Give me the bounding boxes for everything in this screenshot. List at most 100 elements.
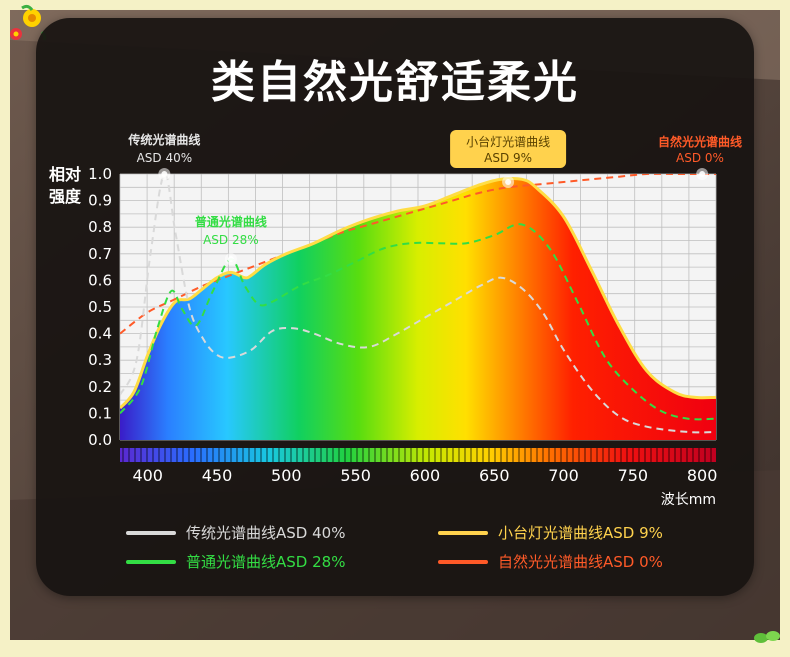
- wavelength-bar-segment: [632, 448, 634, 462]
- wavelength-bar-segment: [710, 448, 712, 462]
- y-tick-label: 0.0: [88, 431, 112, 449]
- wavelength-bar-segment: [506, 448, 508, 462]
- x-tick-label: 600: [410, 466, 441, 485]
- y-axis-title-line2: 强度: [49, 187, 82, 206]
- wavelength-bar-segment: [302, 448, 304, 462]
- wavelength-bar-segment: [134, 448, 136, 462]
- wavelength-bar-segment: [248, 448, 250, 462]
- wavelength-bar-segment: [584, 448, 586, 462]
- wavelength-bar-segment: [140, 448, 142, 462]
- wavelength-bar-segment: [404, 448, 406, 462]
- peak-marker-dot-traditional: [161, 171, 168, 177]
- y-tick-label: 0.9: [88, 192, 112, 210]
- wavelength-bar-segment: [614, 448, 616, 462]
- series-lines: [120, 174, 716, 434]
- wavelength-bar-segment: [638, 448, 640, 462]
- wavelength-bar-segment: [596, 448, 598, 462]
- wavelength-bar-segment: [572, 448, 574, 462]
- y-tick-label: 0.3: [88, 351, 112, 369]
- wavelength-bar-segment: [368, 448, 370, 462]
- wavelength-bar-segment: [464, 448, 466, 462]
- wavelength-bar-segment: [380, 448, 382, 462]
- wavelength-bar-segment: [224, 448, 226, 462]
- legend-label-natural: 自然光光谱曲线ASD 0%: [498, 553, 663, 571]
- wavelength-bar-segment: [686, 448, 688, 462]
- x-axis-title: 波长mm: [661, 492, 716, 508]
- wavelength-bar-segment: [662, 448, 664, 462]
- wavelength-bar-segment: [170, 448, 172, 462]
- y-tick-label: 0.5: [88, 298, 112, 316]
- desk-lamp-spectrum-area: [120, 178, 716, 440]
- wavelength-bar-segment: [128, 448, 130, 462]
- legend: 传统光谱曲线ASD 40% 小台灯光谱曲线ASD 9% 普通光谱曲线ASD 28% 自…: [126, 524, 663, 571]
- wavelength-bar-segment: [602, 448, 604, 462]
- wavelength-bar-segment: [674, 448, 676, 462]
- wavelength-bar-segment: [332, 448, 334, 462]
- y-tick-label: 0.1: [88, 404, 112, 422]
- wavelength-bar-segment: [542, 448, 544, 462]
- wavelength-bar-segment: [218, 448, 220, 462]
- wavelength-bar-segment: [194, 448, 196, 462]
- wavelength-bar-segment: [308, 448, 310, 462]
- wavelength-bar-segment: [500, 448, 502, 462]
- y-tick-label: 0.7: [88, 245, 112, 263]
- legend-label-traditional: 传统光谱曲线ASD 40%: [186, 524, 345, 542]
- series-line-desk_lamp: [120, 176, 716, 410]
- wavelength-bar-segment: [566, 448, 568, 462]
- wavelength-bar-segment: [530, 448, 532, 462]
- wavelength-bar-segment: [698, 448, 700, 462]
- wavelength-bar-segment: [668, 448, 670, 462]
- wavelength-bar-segment: [656, 448, 658, 462]
- wavelength-bar-segment: [608, 448, 610, 462]
- y-tick-label: 1.0: [88, 165, 112, 183]
- wavelength-bar-segment: [410, 448, 412, 462]
- wavelength-bar-segment: [176, 448, 178, 462]
- wavelength-bar-segment: [230, 448, 232, 462]
- wavelength-bar-segment: [164, 448, 166, 462]
- wavelength-bar-segment: [182, 448, 184, 462]
- wavelength-bar-segment: [236, 448, 238, 462]
- wavelength-bar-segment: [278, 448, 280, 462]
- wavelength-bar-segment: [314, 448, 316, 462]
- wavelength-bar-segment: [644, 448, 646, 462]
- wavelength-bar-fill: [120, 448, 716, 462]
- wavelength-bar-segment: [350, 448, 352, 462]
- wavelength-bar-segment: [578, 448, 580, 462]
- wavelength-bar-segment: [362, 448, 364, 462]
- y-tick-label: 0.2: [88, 378, 112, 396]
- y-tick-label: 0.6: [88, 271, 112, 289]
- wavelength-bar: [120, 448, 716, 462]
- peak-marker-dot-desk_lamp: [505, 178, 512, 185]
- spectrum-fill: [120, 178, 716, 440]
- wavelength-bar-segment: [242, 448, 244, 462]
- peak-marker-dot-natural: [699, 171, 706, 177]
- wavelength-bar-segment: [212, 448, 214, 462]
- x-tick-label: 700: [548, 466, 579, 485]
- wavelength-bar-segment: [392, 448, 394, 462]
- wavelength-bar-segment: [260, 448, 262, 462]
- wavelength-bar-segment: [296, 448, 298, 462]
- x-axis: 400 450 500 550 600 650 700 750 800: [120, 448, 717, 485]
- annotation-value-traditional: ASD 40%: [137, 151, 193, 165]
- wavelength-bar-segment: [476, 448, 478, 462]
- annotation-value-desk_lamp: ASD 9%: [484, 151, 532, 165]
- page-title: 类自然光舒适柔光: [211, 57, 579, 108]
- annotation-label-traditional: 传统光谱曲线: [127, 132, 200, 147]
- wavelength-bar-segment: [422, 448, 424, 462]
- y-axis: 0.0 0.1 0.2 0.3 0.4 0.5 0.6 0.7 0.8 0.9 1.0: [88, 165, 112, 449]
- wavelength-bar-segment: [344, 448, 346, 462]
- legend-label-common: 普通光谱曲线ASD 28%: [186, 553, 345, 571]
- legend-label-desk_lamp: 小台灯光谱曲线ASD 9%: [498, 524, 663, 542]
- wavelength-bar-segment: [488, 448, 490, 462]
- wavelength-bar-segment: [416, 448, 418, 462]
- peak-markers: [158, 168, 709, 266]
- wavelength-bar-segment: [200, 448, 202, 462]
- wavelength-bar-segment: [320, 448, 322, 462]
- wavelength-bar-segment: [122, 448, 124, 462]
- annotation-value-common: ASD 28%: [203, 233, 259, 247]
- wavelength-bar-segment: [326, 448, 328, 462]
- wavelength-bar-segment: [650, 448, 652, 462]
- wavelength-bar-segment: [374, 448, 376, 462]
- series-line-common: [120, 223, 716, 421]
